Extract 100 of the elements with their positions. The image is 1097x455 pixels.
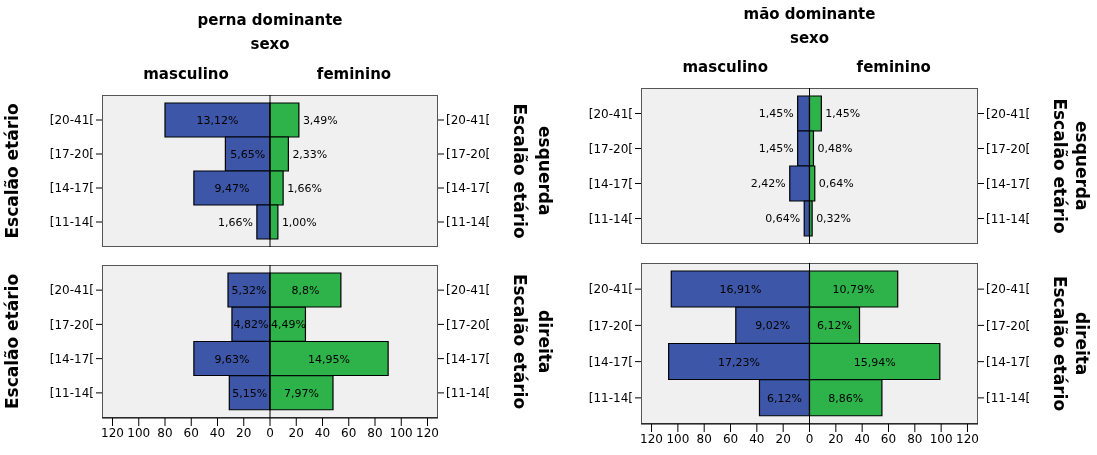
y-tick-label: [17-20[: [588, 141, 633, 156]
text: direita: [535, 309, 555, 374]
annotation: 8,86%: [828, 391, 864, 405]
annotation: 5,15%: [232, 386, 268, 400]
x-tick-label: 100: [666, 431, 690, 446]
category-label: [17-20[: [446, 147, 491, 162]
category-label: [17-20[: [446, 317, 491, 332]
category-label: [11-14[: [986, 391, 1031, 406]
x-tick-label: 20: [828, 431, 844, 446]
annotation: 5,65%: [230, 147, 266, 161]
x-tick-label: 20: [288, 425, 304, 440]
category-label: [11-14[: [446, 215, 491, 230]
x-tick-label: 40: [854, 431, 870, 446]
x-tick-label: 0: [266, 425, 274, 440]
category-label: [17-20[: [986, 141, 1031, 156]
chart-subtitle: sexo: [788, 28, 831, 49]
y-tick-label: [11-14[: [588, 391, 633, 406]
text: masculino: [681, 58, 769, 76]
annotation: 4,82%: [233, 318, 269, 332]
y-tick-label: [20-41[: [49, 283, 94, 298]
annotation: 2,33%: [292, 147, 328, 161]
annotation: 9,02%: [755, 319, 791, 333]
x-tick-label: 40: [209, 425, 226, 440]
y-tick-label: [14-17[: [49, 181, 94, 196]
annotation: 2,42%: [750, 177, 786, 191]
x-tick-label: 20: [775, 431, 791, 446]
y-axis-title: Escalão etário: [509, 273, 530, 410]
text: esquerda: [1072, 121, 1092, 211]
y-tick-label: [20-41[: [49, 113, 94, 128]
annotation: 16,91%: [719, 283, 762, 297]
category-label: [11-14[: [446, 386, 491, 401]
annotation: 0,48%: [817, 142, 853, 156]
annotation: 0,64%: [765, 212, 801, 226]
annotation: 7,97%: [284, 386, 319, 400]
y-tick-label: [17-20[: [588, 318, 633, 333]
x-tick-label: 40: [314, 425, 331, 440]
x-tick-label: 0: [805, 431, 814, 446]
category-label: [14-17[: [986, 354, 1031, 369]
text: esquerda: [535, 126, 555, 216]
annotation: 1,00%: [281, 215, 317, 229]
annotation: 1,45%: [758, 107, 794, 121]
annotation: 1,66%: [287, 181, 323, 195]
x-tick-label: 120: [416, 425, 439, 440]
chart-subtitle: sexo: [249, 34, 291, 55]
x-tick-label: 100: [389, 425, 413, 440]
x-tick-label: 80: [157, 425, 173, 440]
annotation: 0,64%: [818, 177, 854, 191]
y-tick-label: [17-20[: [49, 147, 94, 162]
x-tick-label: 120: [101, 425, 124, 440]
y2-axis-title: Escalão etário: [2, 103, 23, 239]
annotation: 9,47%: [214, 181, 250, 195]
y2-axis-title: Escalão etário: [1049, 275, 1070, 412]
x-tick-label: 80: [907, 431, 923, 446]
y-tick-label: [11-14[: [588, 211, 633, 226]
category-label: [14-17[: [986, 176, 1031, 191]
chart-title: mão dominante: [742, 4, 877, 25]
annotation: 0,32%: [816, 212, 852, 226]
y-tick-label: [14-17[: [588, 176, 633, 191]
annotation: 8,8%: [291, 284, 320, 298]
y-tick-label: [20-41[: [588, 106, 633, 121]
x-tick-label: 80: [367, 425, 383, 440]
annotation: 4,49%: [270, 318, 306, 332]
y2-axis-title: Escalão etário: [2, 273, 23, 410]
annotation: 1,45%: [825, 107, 861, 121]
x-tick-label: 120: [640, 431, 663, 446]
annotation: 5,32%: [231, 284, 267, 298]
category-label: [11-14[: [986, 211, 1031, 226]
annotation: 15,94%: [853, 355, 896, 369]
x-tick-label: 20: [236, 425, 252, 440]
y-tick-label: [11-14[: [49, 215, 94, 230]
annotation: 6,12%: [817, 319, 852, 333]
chart-title: perna dominante: [196, 10, 344, 31]
y-tick-label: [20-41[: [588, 282, 633, 297]
annotation: 9,63%: [214, 352, 250, 366]
annotation: 6,12%: [767, 391, 802, 405]
x-tick-label: 100: [127, 425, 151, 440]
annotation: 3,49%: [302, 113, 338, 127]
x-tick-label: 100: [929, 431, 953, 446]
y-tick-label: [17-20[: [49, 317, 94, 332]
x-tick-label: 60: [183, 425, 199, 440]
series-label: masculino: [142, 65, 230, 83]
annotation: 1,66%: [217, 215, 253, 229]
y2-axis-title: Escalão etário: [1049, 98, 1070, 234]
x-tick-label: 60: [341, 425, 357, 440]
category-label: [20-41[: [986, 282, 1031, 297]
annotation: 13,12%: [196, 113, 239, 127]
text: direita: [1072, 311, 1092, 376]
category-label: [14-17[: [446, 351, 491, 366]
y-tick-label: [14-17[: [49, 351, 94, 366]
annotation: 10,79%: [832, 283, 875, 297]
annotation: 17,23%: [718, 355, 761, 369]
category-label: [20-41[: [446, 113, 491, 128]
y-axis-title: Escalão etário: [509, 103, 530, 239]
x-tick-label: 60: [880, 431, 897, 446]
category-label: [20-41[: [446, 283, 491, 298]
category-label: [14-17[: [446, 181, 491, 196]
x-tick-label: 60: [722, 431, 739, 446]
annotation: 14,95%: [308, 352, 351, 366]
x-tick-label: 40: [749, 431, 765, 446]
series-label: feminino: [315, 65, 393, 83]
